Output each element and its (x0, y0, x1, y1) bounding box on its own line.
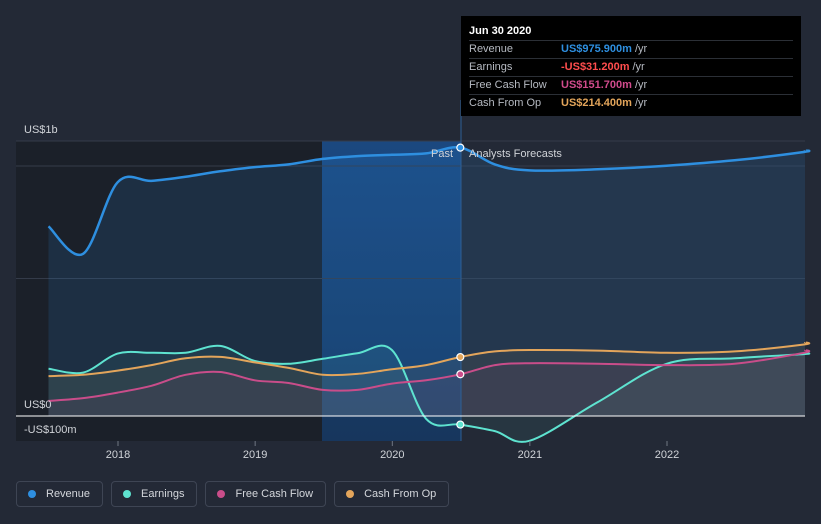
tooltip-value: -US$31.200m (561, 61, 630, 73)
line-revenue (47, 146, 811, 257)
marker-revenue (456, 143, 465, 152)
tooltip-value: US$151.700m (561, 79, 632, 91)
series-lines (47, 146, 811, 443)
x-tick-label: 2022 (655, 449, 679, 461)
legend-label: Earnings (141, 488, 185, 500)
line-free-cash-flow (48, 349, 811, 402)
x-tick-label: 2018 (106, 449, 130, 461)
tooltip-date: Jun 30 2020 (469, 25, 532, 37)
legend-item-cash-from-op[interactable]: Cash From Op (334, 481, 450, 507)
y-tick-label-top: US$1b (24, 124, 58, 136)
legend-label: Free Cash Flow (235, 488, 314, 500)
legend-dot-icon (217, 490, 226, 498)
forecast-label: Analysts Forecasts (469, 148, 562, 160)
legend-item-revenue[interactable]: Revenue (16, 481, 104, 507)
hover-markers (456, 143, 465, 429)
legend-dot-icon (123, 490, 132, 498)
tooltip-label: Revenue (469, 43, 514, 55)
tooltip-row-cash-from-op: Cash From Op US$214.400m /yr (469, 94, 793, 112)
tooltip-row-free-cash-flow: Free Cash Flow US$151.700m /yr (469, 76, 793, 94)
tooltip-value: US$975.900m (561, 43, 632, 55)
tooltip-label: Earnings (469, 61, 513, 73)
tooltip-row-earnings: Earnings -US$31.200m /yr (469, 58, 793, 76)
marker-free-cash-flow (456, 370, 465, 379)
x-tick-label: 2020 (380, 449, 404, 461)
marker-cash-from-op (456, 352, 465, 362)
x-tick-label: 2021 (518, 449, 542, 461)
x-axis: 2018 2019 2020 2021 2022 (106, 441, 679, 461)
area-free-cash-flow (48, 350, 810, 416)
marker-earnings (456, 420, 465, 429)
legend-label: Revenue (46, 488, 91, 500)
y-tick-label-zero: US$0 (24, 399, 52, 411)
past-label: Past (431, 148, 453, 160)
y-tick-label-bottom: -US$100m (24, 424, 77, 436)
tooltip-unit: /yr (632, 61, 645, 73)
tooltip-panel: Jun 30 2020 Revenue US$975.900m /yr Earn… (461, 16, 801, 116)
line-earnings (48, 344, 811, 443)
legend-dot-icon (28, 490, 36, 498)
legend-dot-icon (346, 490, 355, 498)
tooltip-unit: /yr (634, 97, 648, 109)
area-revenue (48, 147, 810, 416)
tooltip-row-revenue: Revenue US$975.900m /yr (469, 40, 793, 58)
legend-item-free-cash-flow[interactable]: Free Cash Flow (205, 481, 327, 507)
x-tick-label: 2019 (243, 449, 267, 461)
legend-label: Cash From Op (364, 488, 437, 500)
tooltip-label: Free Cash Flow (469, 79, 547, 91)
tooltip-value: US$214.400m (561, 97, 632, 109)
tooltip-label: Cash From Op (469, 97, 542, 109)
tooltip-unit: /yr (634, 79, 648, 91)
line-cash-from-op (48, 341, 811, 378)
legend: Revenue Earnings Free Cash Flow Cash Fro… (16, 481, 457, 507)
legend-item-earnings[interactable]: Earnings (111, 481, 198, 507)
series-areas (48, 147, 810, 442)
tooltip-unit: /yr (634, 43, 648, 55)
area-earnings (48, 345, 810, 442)
